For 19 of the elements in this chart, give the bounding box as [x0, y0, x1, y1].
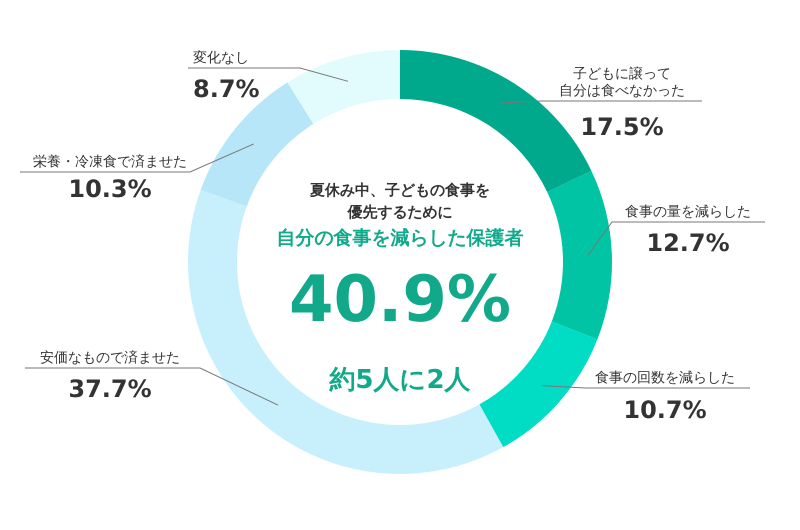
slice-label: 子どもに譲って自分は食べなかった: [559, 66, 685, 99]
data-label: 17.5%: [580, 113, 664, 141]
slice-label: 食事の量を減らした: [625, 204, 751, 220]
data-label: 37.7%: [68, 375, 152, 403]
donut-slice: [287, 50, 400, 124]
donut-slice: [547, 170, 612, 340]
text: 自分の食事を減らした保護者: [276, 227, 524, 249]
text: 優先するために: [346, 203, 452, 221]
text: 約5人に2人: [328, 365, 472, 395]
slice-label: 栄養・冷凍食で済ませた: [33, 154, 187, 170]
slice-label: 食事の回数を減らした: [595, 370, 735, 386]
data-label: 10.7%: [623, 396, 707, 424]
text: 40.9%: [288, 263, 512, 337]
text: 夏休み中、子どもの食事を: [309, 181, 490, 199]
data-label: 10.3%: [68, 175, 152, 203]
data-label: 8.7%: [193, 75, 260, 103]
data-label: 12.7%: [646, 229, 730, 257]
slice-label: 変化なし: [193, 50, 249, 66]
slice-label: 安価なもので済ませた: [40, 350, 180, 366]
